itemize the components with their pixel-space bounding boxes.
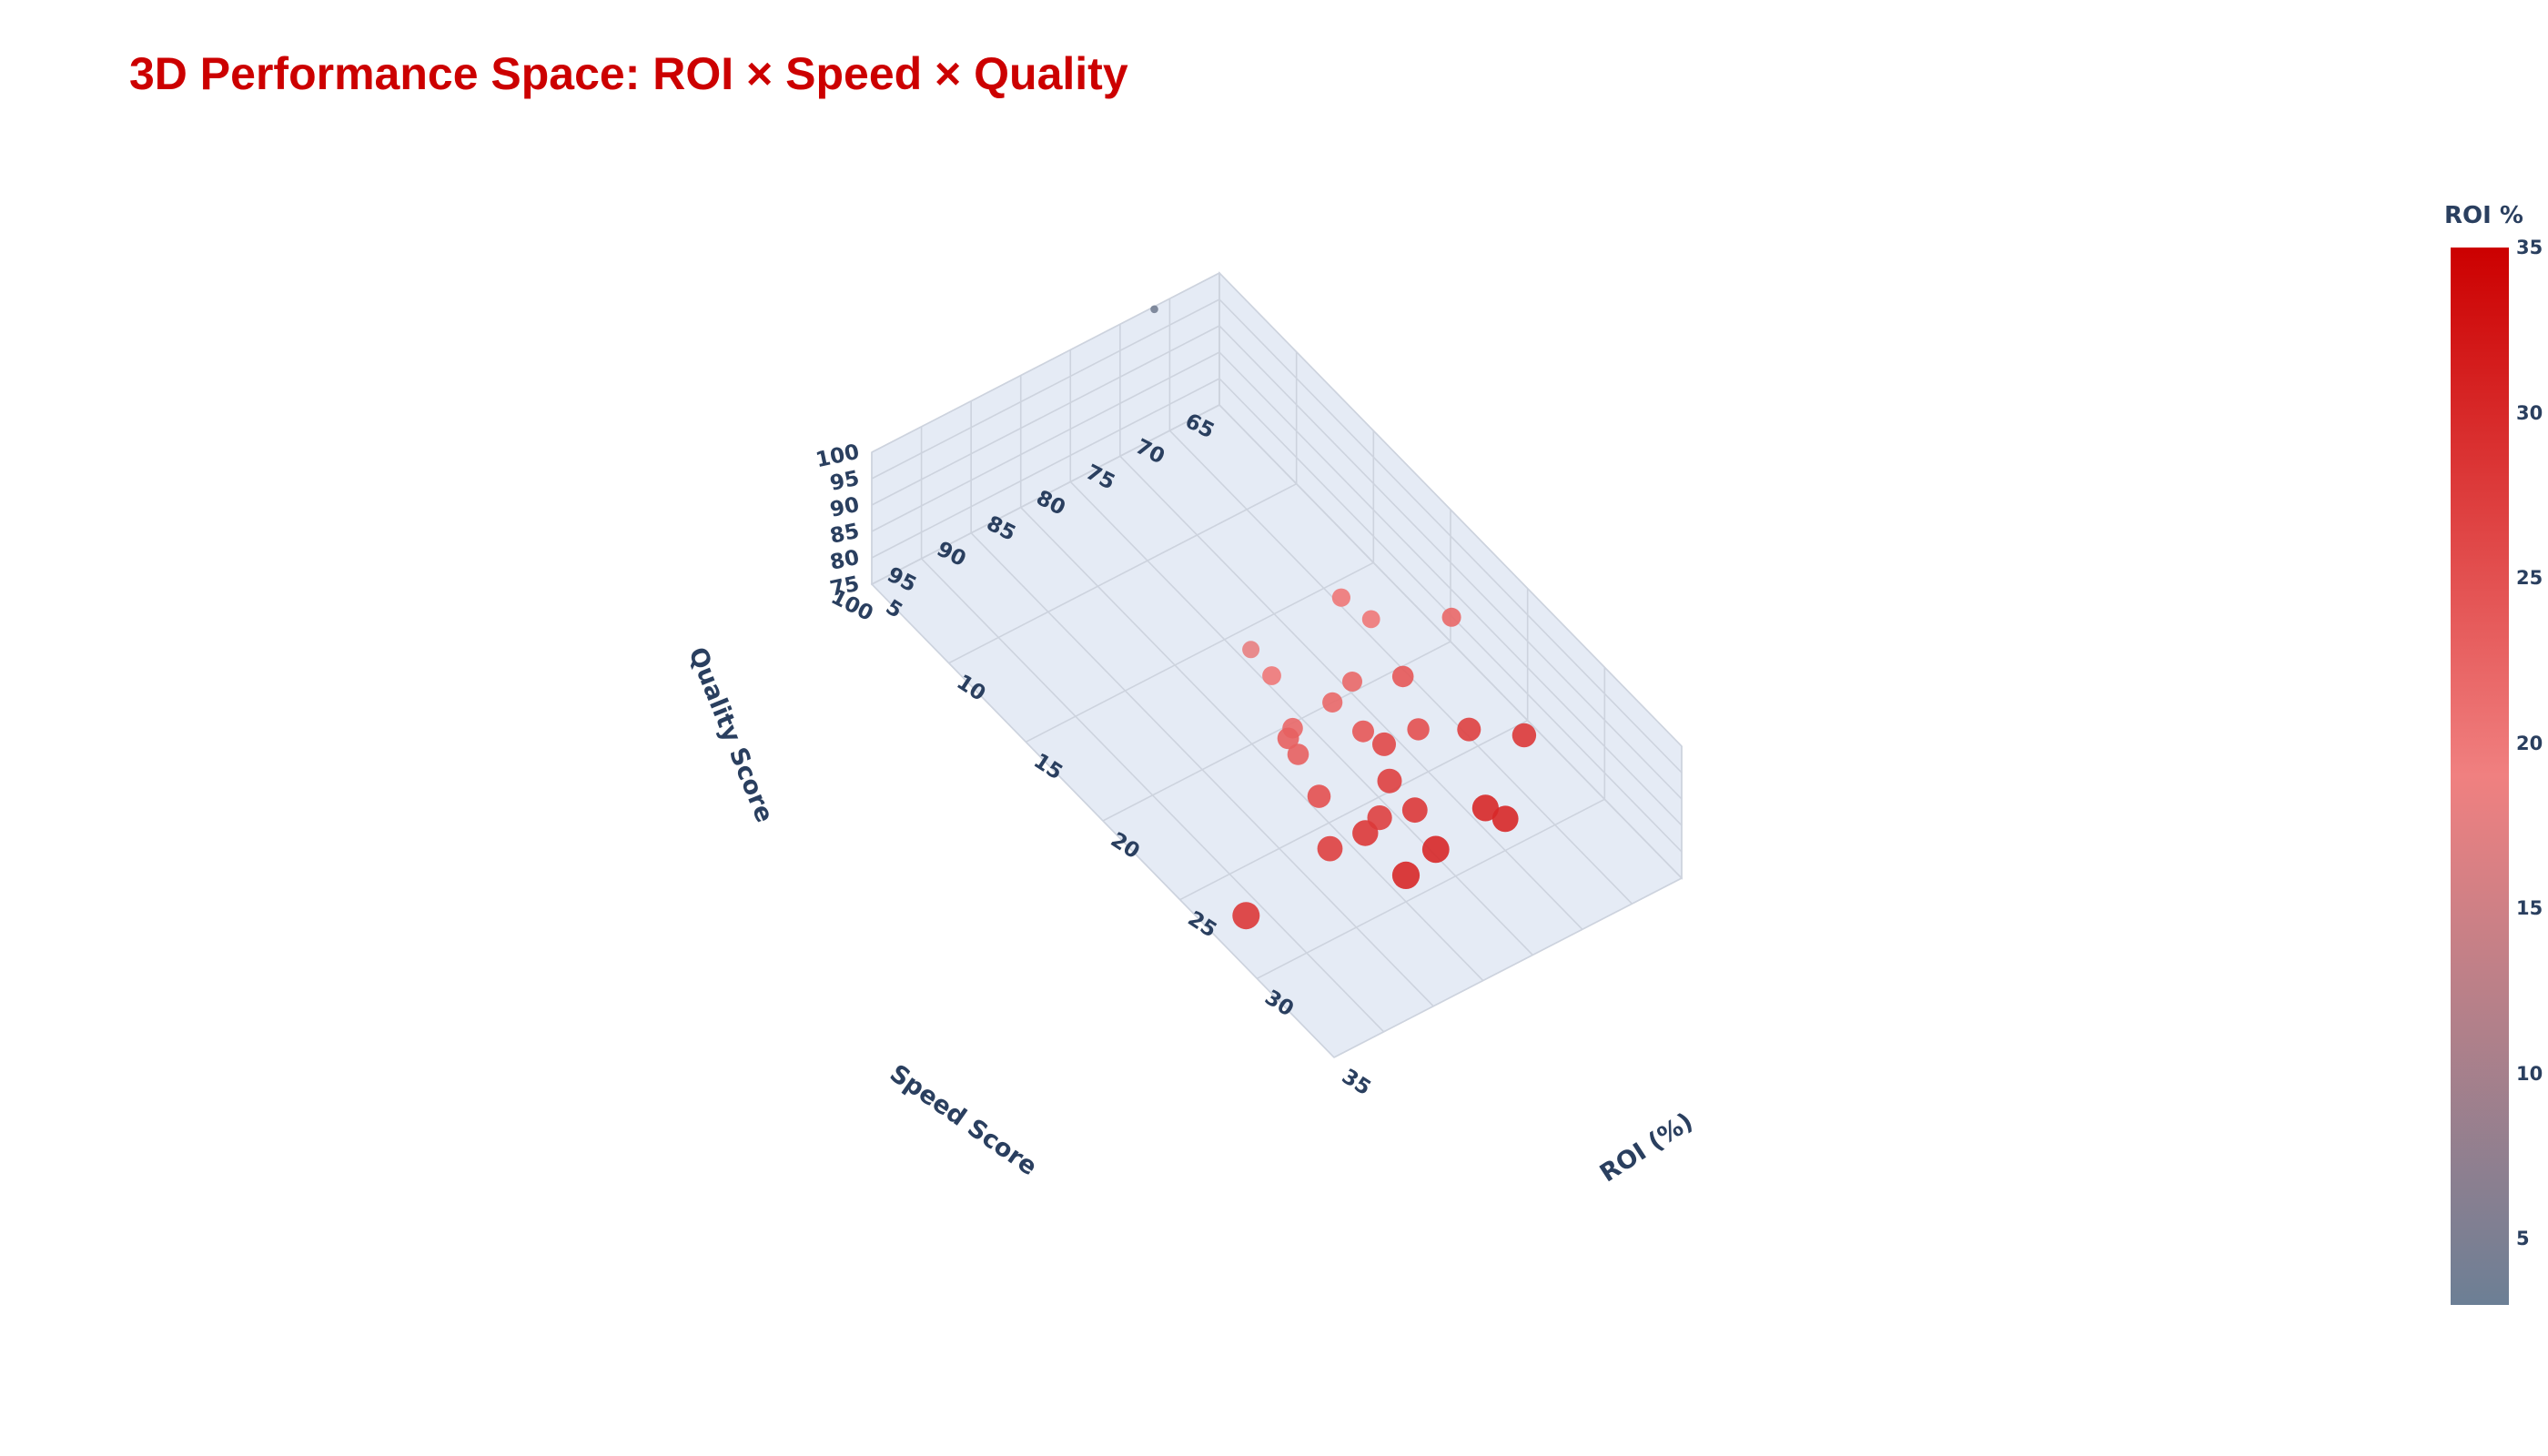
colorbar-tick-label: 35 xyxy=(2516,237,2543,258)
colorbar-tick-label: 15 xyxy=(2516,897,2543,920)
data-point xyxy=(1262,666,1281,685)
data-point xyxy=(1150,305,1158,314)
data-point xyxy=(1331,588,1350,607)
grid-line-quality xyxy=(871,378,1220,559)
tick-label-quality: 90 xyxy=(828,493,862,522)
grid-line-roi xyxy=(1256,798,1605,980)
grid-line-quality xyxy=(1218,298,1683,774)
grid-line-quality xyxy=(871,351,1220,532)
grid-line-quality xyxy=(1218,325,1683,800)
grid-line-quality xyxy=(1218,404,1683,879)
grid-line-speed xyxy=(920,558,1385,1033)
data-point xyxy=(1342,672,1362,692)
data-point xyxy=(1391,861,1421,890)
grid-line-roi xyxy=(1025,561,1374,743)
data-point xyxy=(1317,835,1343,862)
data-point xyxy=(1512,723,1537,748)
grid-line-quality xyxy=(1218,351,1683,826)
data-point xyxy=(1322,692,1343,713)
grid-line-speed xyxy=(970,532,1434,1007)
data-points xyxy=(1150,305,1537,930)
data-point xyxy=(1377,768,1402,794)
data-point xyxy=(1407,718,1430,741)
axis-title-speed: Speed Score xyxy=(885,1059,1042,1181)
grid-line-speed xyxy=(871,583,1335,1058)
colorbar-tick-label: 25 xyxy=(2516,567,2543,590)
data-point xyxy=(1421,835,1450,864)
data-point xyxy=(1307,784,1331,808)
data-point xyxy=(1457,717,1481,742)
data-point xyxy=(1372,732,1396,756)
data-point xyxy=(1401,797,1428,824)
grid-line-speed xyxy=(1020,507,1484,982)
data-point xyxy=(1471,794,1499,822)
colorbar-tick-label: 5 xyxy=(2516,1228,2530,1250)
data-point xyxy=(1491,805,1519,833)
grid-line-speed xyxy=(1069,480,1533,956)
grid-line-speed xyxy=(1119,455,1583,930)
grid-lines xyxy=(871,272,1683,1058)
data-point xyxy=(1287,743,1309,765)
colorbar-tick-label: 30 xyxy=(2516,401,2543,424)
colorbar-tick-label: 10 xyxy=(2516,1062,2543,1085)
data-point xyxy=(1352,820,1379,846)
colorbar-tick-label: 20 xyxy=(2516,732,2543,754)
tick-label-quality: 85 xyxy=(828,520,862,549)
grid-line-quality xyxy=(871,325,1220,506)
axis-title-quality: Quality Score xyxy=(682,643,778,826)
tick-label-quality: 95 xyxy=(828,467,862,496)
data-point xyxy=(1277,727,1299,750)
data-point xyxy=(1352,720,1374,743)
grid-line-roi xyxy=(1179,719,1529,901)
axis-panes xyxy=(870,271,1684,1058)
data-point xyxy=(1242,641,1260,659)
chart-title: 3D Performance Space: ROI × Speed × Qual… xyxy=(129,48,1128,99)
data-point xyxy=(1441,607,1461,627)
colorbar-title: ROI % xyxy=(2444,202,2523,229)
grid-line-roi xyxy=(1333,877,1683,1058)
grid-line-quality xyxy=(871,404,1220,585)
data-point xyxy=(1391,665,1414,688)
grid-line-roi xyxy=(948,482,1298,664)
axis-title-roi: ROI (%) xyxy=(1595,1107,1698,1188)
colorbar-gradient xyxy=(2451,248,2509,1305)
data-point xyxy=(1361,610,1380,629)
tick-label-quality: 80 xyxy=(828,546,862,575)
grid-line-quality xyxy=(871,298,1220,480)
grid-line-quality xyxy=(871,272,1220,453)
data-point xyxy=(1232,902,1260,930)
tick-label-roi: 35 xyxy=(1338,1065,1375,1100)
grid-line-roi xyxy=(1102,641,1451,822)
grid-line-quality xyxy=(1218,272,1683,747)
